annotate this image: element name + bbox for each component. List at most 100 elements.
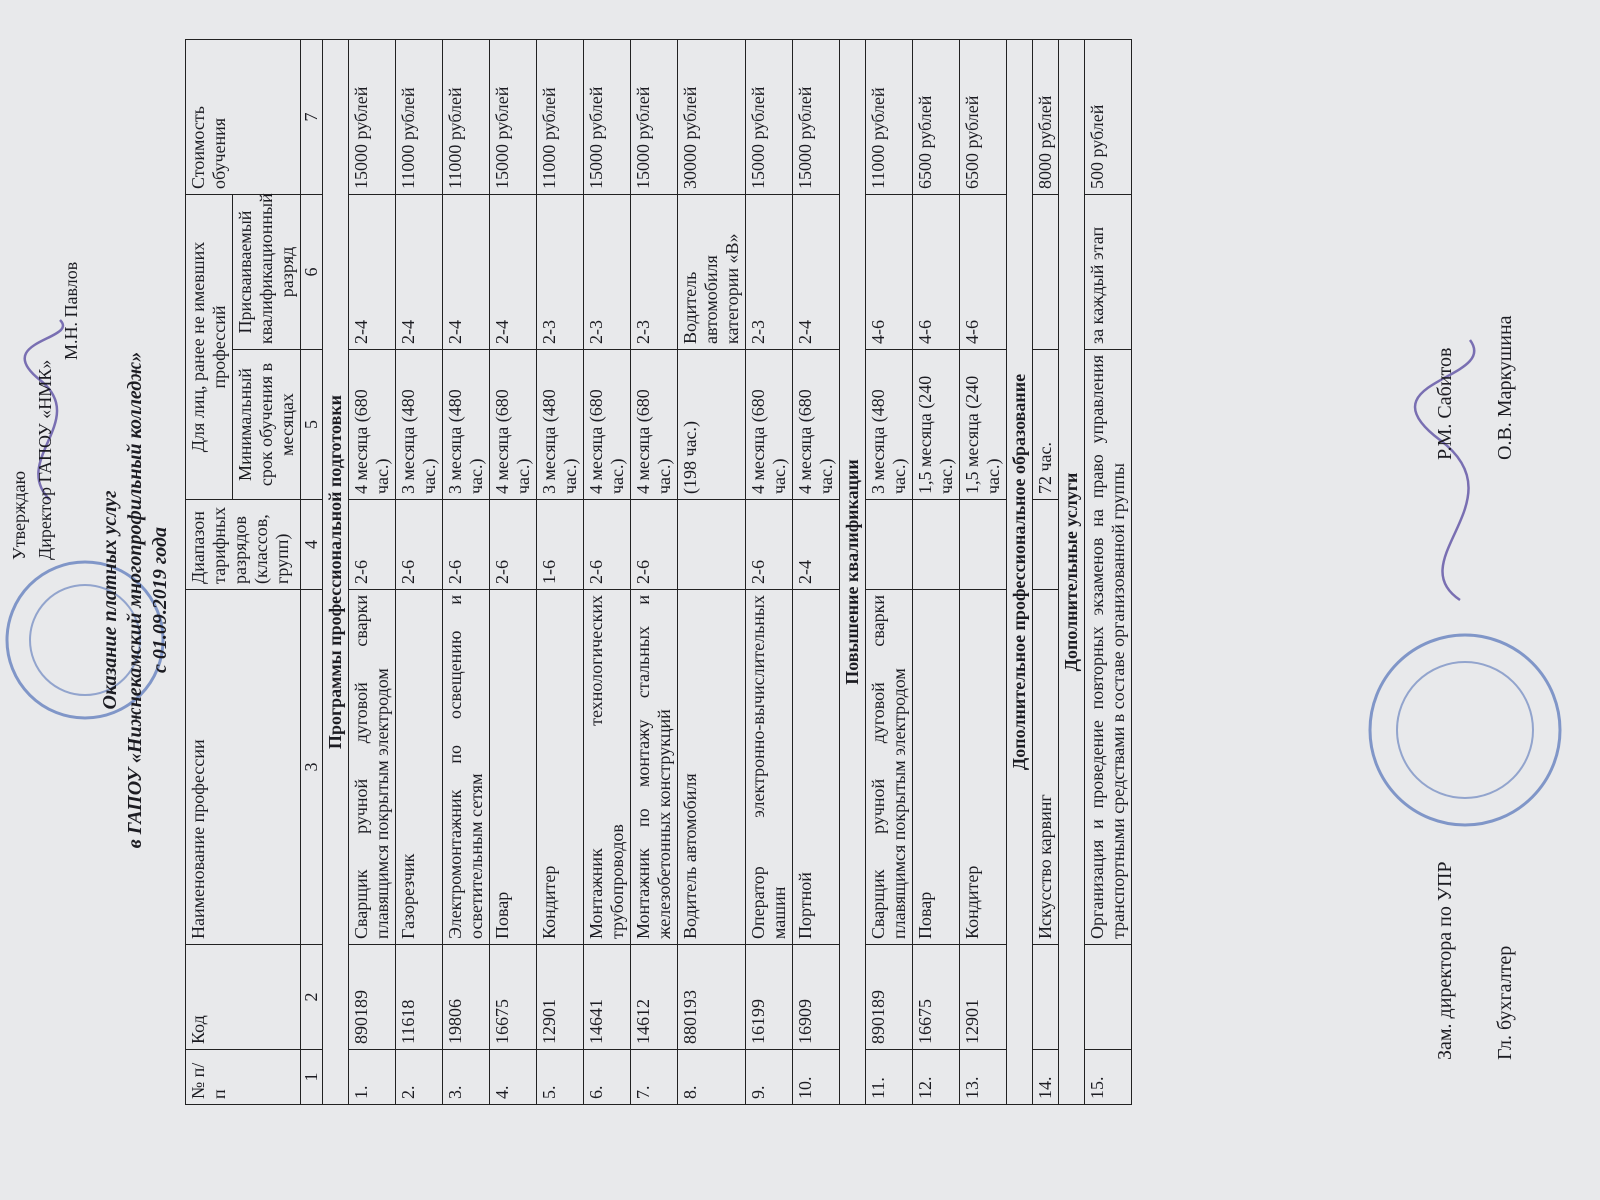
table-cell: Оператор электронно-вычислительных машин xyxy=(745,589,793,945)
table-cell: 72 час. xyxy=(1032,349,1059,500)
table-cell: за каждый этап xyxy=(1084,194,1132,350)
stamp xyxy=(29,584,141,696)
section-row: Дополнительное профессиональное образова… xyxy=(1006,39,1033,1105)
section-row: Программы профессиональной подготовки xyxy=(322,39,349,1105)
table-row: 13. 12901 Кондитер 1,5 месяца (240 час.) 4-6… xyxy=(959,39,1007,1105)
table-cell xyxy=(912,499,960,590)
table-cell: 6500 рублей xyxy=(959,39,1007,195)
table-cell: 1-6 xyxy=(536,499,584,590)
signature-name: О.В. Маркушина xyxy=(1494,315,1516,460)
table-cell: 12. xyxy=(912,1049,960,1105)
table-cell: 4-6 xyxy=(912,194,960,350)
table-cell: Кондитер xyxy=(536,589,584,945)
signature-position: Гл. бухгалтер xyxy=(1494,945,1516,1060)
table-cell: 2-4 xyxy=(792,194,840,350)
table-cell: 890189 xyxy=(348,944,396,1050)
column-header: Присваиваемый квалификационный разряд xyxy=(232,193,301,350)
table-row: 14. Искусство карвинг 72 час. 8000 рублей xyxy=(1032,39,1059,1105)
table-cell: 16199 xyxy=(745,944,793,1050)
table-cell: 11000 рублей xyxy=(865,39,913,195)
table-cell: 15000 рублей xyxy=(630,39,678,195)
table-cell: 19806 xyxy=(442,944,490,1050)
table-cell: 3. xyxy=(442,1049,490,1105)
price-table: № п/п Код Наименование профессии Диапазо… xyxy=(185,39,1132,1105)
table-row: 5. 12901 Кондитер 1-6 3 месяца (480 час.) 2-3… xyxy=(536,39,584,1105)
table-cell: 3 месяца (480 час.) xyxy=(395,349,443,500)
signature-position: Зам. директора по УПР xyxy=(1434,861,1456,1060)
table-cell: 2-4 xyxy=(395,194,443,350)
table-cell: 8000 рублей xyxy=(1032,39,1059,195)
column-number: 2 xyxy=(300,944,323,1050)
header-row: № п/п Код Наименование профессии Диапазо… xyxy=(185,39,301,1105)
table-cell: 14612 xyxy=(630,944,678,1050)
column-header: Минимальный срок обучения в месяцах xyxy=(232,349,301,500)
signature-scribble xyxy=(1413,339,1476,602)
table-cell: 2-4 xyxy=(348,194,396,350)
table-cell: 11000 рублей xyxy=(536,39,584,195)
signature-scribble xyxy=(23,319,64,501)
table-cell: 2-3 xyxy=(536,194,584,350)
table-body: 1 2 3 4 5 6 7 Программы профессиональной подгот… xyxy=(300,39,1132,1105)
table-cell: 4 месяца (680 час.) xyxy=(489,349,537,500)
table-cell: 15. xyxy=(1084,1049,1132,1105)
table-cell: 2-6 xyxy=(583,499,631,590)
table-cell: Электромонтажник по освещению и осветите… xyxy=(442,589,490,945)
table-cell: 2-6 xyxy=(489,499,537,590)
table-cell: Водитель автомобиля категории «В» xyxy=(677,194,746,350)
table-cell: 2-3 xyxy=(583,194,631,350)
table-row: 11. 890189 Сварщик ручной дуговой сварки п… xyxy=(865,39,913,1105)
table-cell: 2-6 xyxy=(745,499,793,590)
table-cell: 4 месяца (680 час.) xyxy=(583,349,631,500)
table-cell: 890189 xyxy=(865,944,913,1050)
approver-name: М.Н. Павлов xyxy=(61,261,81,360)
column-header: Диапазон тарифных разрядов (классов, гру… xyxy=(185,499,301,590)
table-row: 6. 14641 Монтажник технологических трубопр… xyxy=(583,39,631,1105)
column-header: Код xyxy=(185,944,301,1050)
table-cell: 2-6 xyxy=(630,499,678,590)
signature-row: Гл. бухгалтер О.В. Маркушина xyxy=(1475,60,1535,1060)
table-cell: 8. xyxy=(677,1049,746,1105)
section-title: Программы профессиональной подготовки xyxy=(322,39,349,1105)
column-header: Стоимость обучения xyxy=(185,39,301,195)
table-cell xyxy=(1084,944,1132,1050)
table-cell xyxy=(1032,499,1059,590)
table-cell: 4 месяца (680 час.) xyxy=(792,349,840,500)
table-cell: 11. xyxy=(865,1049,913,1105)
column-header: Наименование профессии xyxy=(185,589,301,945)
table-cell: 30000 рублей xyxy=(677,39,746,195)
title-line: с 01.09.2019 года xyxy=(149,527,171,673)
table-cell: 11618 xyxy=(395,944,443,1050)
table-cell: 1,5 месяца (240 час.) xyxy=(959,349,1007,500)
table-row: 2. 11618 Газорезчик 2-6 3 месяца (480 час.) 2… xyxy=(395,39,443,1105)
table-cell: 4-6 xyxy=(865,194,913,350)
table-row: 3. 19806 Электромонтажник по освещению и о… xyxy=(442,39,490,1105)
section-row: Повышение квалификации xyxy=(839,39,866,1105)
column-number: 4 xyxy=(300,499,323,590)
table-cell: 3 месяца (480 час.) xyxy=(865,349,913,500)
table-cell: 16675 xyxy=(489,944,537,1050)
table-row: 15. Организация и проведение повторных эк… xyxy=(1084,39,1132,1105)
table-cell: 15000 рублей xyxy=(745,39,793,195)
table-cell xyxy=(959,499,1007,590)
table-cell xyxy=(865,499,913,590)
title-line: Оказание платных услуг xyxy=(99,490,121,710)
table-cell: 16675 xyxy=(912,944,960,1050)
table-cell: 500 рублей xyxy=(1084,39,1132,195)
table-cell: 15000 рублей xyxy=(348,39,396,195)
table-cell: Организация и проведение повторных экзам… xyxy=(1084,349,1132,945)
table-cell: Сварщик ручной дуговой сварки плавящимся… xyxy=(865,589,913,945)
table-cell: 2-3 xyxy=(745,194,793,350)
column-header: № п/п xyxy=(185,1049,301,1105)
signature-row: Зам. директора по УПР Р.М. Сабитов xyxy=(1415,60,1475,1060)
table-cell: Повар xyxy=(489,589,537,945)
table-cell: 2-6 xyxy=(395,499,443,590)
title-line: в ГАПОУ «Нижнекамский многопрофильный ко… xyxy=(124,351,146,849)
table-cell: 2-6 xyxy=(348,499,396,590)
table-cell: Водитель автомобиля xyxy=(677,589,746,945)
column-number: 7 xyxy=(300,39,323,195)
column-number: 6 xyxy=(300,194,323,350)
table-cell: 14641 xyxy=(583,944,631,1050)
